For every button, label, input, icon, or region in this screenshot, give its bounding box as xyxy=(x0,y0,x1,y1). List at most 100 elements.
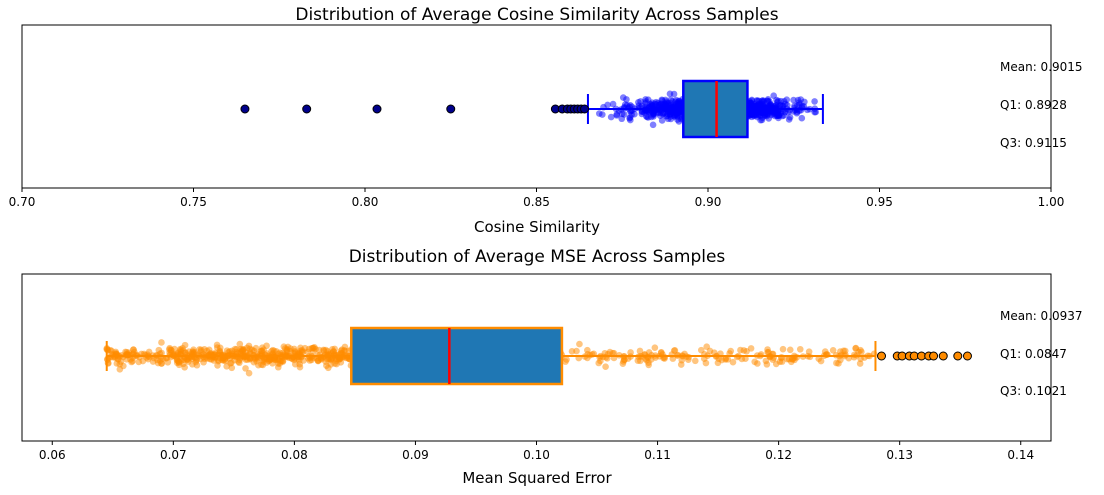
chart-2-strip-point xyxy=(610,349,618,357)
chart-2-outlier-point xyxy=(962,351,972,361)
chart-1-strip-point xyxy=(631,110,638,118)
chart-2-strip-point xyxy=(602,363,609,370)
chart-1-xtick-label: 0.75 xyxy=(180,195,207,209)
chart-2-strip-point xyxy=(274,363,282,371)
chart-1-xtick-label: 0.85 xyxy=(523,195,550,209)
chart-1-strip-point xyxy=(658,117,666,124)
chart-2-strip-point xyxy=(789,355,797,363)
chart-2-outlier-point xyxy=(929,351,939,361)
chart-1-outlier-point xyxy=(240,104,250,114)
chart-1-strip-point xyxy=(791,102,798,110)
chart-2-strip-point xyxy=(671,346,679,354)
chart-1-strip-point xyxy=(755,97,762,105)
chart-2-strip-point xyxy=(772,360,780,368)
chart-2-strip-point xyxy=(113,360,121,367)
chart-2-strip-point xyxy=(678,356,686,364)
chart-1-strip-point xyxy=(618,115,626,123)
chart-2-strip-point xyxy=(255,361,262,369)
chart-2-xtick-label: 0.06 xyxy=(39,448,66,462)
chart-2-strip-point xyxy=(177,348,184,356)
chart-1-strip-point xyxy=(627,116,634,124)
chart-2-stat-mean: Mean: 0.0937 xyxy=(1000,309,1083,323)
chart-2-strip-point xyxy=(208,356,215,363)
chart-2-strip-point xyxy=(729,358,737,366)
chart-1-strip-point xyxy=(607,113,615,121)
chart-2-strip-point xyxy=(236,340,244,348)
chart-1-strip-point xyxy=(613,111,620,118)
chart-2-strip-point xyxy=(175,358,183,365)
chart-1-title: Distribution of Average Cosine Similarit… xyxy=(295,5,778,25)
chart-1-stat-q1: Q1: 0.8928 xyxy=(1000,98,1067,112)
chart-2-strip-point xyxy=(584,346,591,354)
chart-2-strip-point xyxy=(144,355,152,363)
chart-2-stat-q1: Q1: 0.0847 xyxy=(1000,347,1067,361)
chart-2-strip-point xyxy=(850,351,858,359)
chart-2-strip-point xyxy=(158,339,165,346)
chart-1-strip-point xyxy=(764,97,772,105)
chart-1-outlier-point xyxy=(446,104,456,114)
chart-2-strip-point xyxy=(856,360,864,367)
chart-2-box xyxy=(350,326,564,386)
chart-2-strip-point xyxy=(563,356,570,363)
chart-2-strip-point xyxy=(595,359,603,367)
chart-2-strip-point xyxy=(698,346,705,354)
chart-2-strip-point xyxy=(601,349,609,357)
chart-2-strip-point xyxy=(779,345,787,353)
chart-1-xtick-label: 0.70 xyxy=(9,195,36,209)
chart-2-strip-point xyxy=(125,349,133,357)
chart-2-strip-point xyxy=(213,341,221,349)
chart-2-strip-point xyxy=(335,356,343,363)
chart-2-strip-point xyxy=(743,348,750,355)
chart-2-xtick-label: 0.12 xyxy=(765,448,792,462)
chart-2-strip-point xyxy=(228,364,236,372)
chart-2-xtick-label: 0.10 xyxy=(523,448,550,462)
chart-2-strip-point xyxy=(796,345,804,353)
chart-2-strip-point xyxy=(647,356,655,363)
chart-2-strip-point xyxy=(171,345,178,353)
chart-2-title: Distribution of Average MSE Across Sampl… xyxy=(349,247,726,267)
chart-1-strip-point xyxy=(664,102,672,109)
chart-2-strip-point xyxy=(228,347,236,355)
chart-1-strip-point xyxy=(598,111,606,118)
chart-1-xtick-label: 0.90 xyxy=(695,195,722,209)
chart-2-strip-point xyxy=(764,348,771,356)
chart-2-strip-point xyxy=(762,357,770,365)
chart-2-xtick-label: 0.09 xyxy=(402,448,429,462)
chart-2-strip-point xyxy=(829,346,837,354)
chart-1-xtick-label: 0.95 xyxy=(866,195,893,209)
chart-2-strip-point xyxy=(786,346,794,354)
chart-2-strip-point xyxy=(197,346,205,354)
chart-1-outlier-point xyxy=(302,104,312,114)
chart-2-strip-point xyxy=(154,359,162,367)
chart-1-outlier-point xyxy=(372,104,382,114)
chart-2-strip-point xyxy=(576,340,583,348)
chart-1-stat-mean: Mean: 0.9015 xyxy=(1000,60,1083,74)
chart-2-stat-q3: Q3: 0.1021 xyxy=(1000,384,1067,398)
chart-1-xlabel: Cosine Similarity xyxy=(474,218,600,236)
chart-2-strip-point xyxy=(268,347,275,355)
chart-2-xtick-label: 0.14 xyxy=(1007,448,1034,462)
chart-2-xlabel: Mean Squared Error xyxy=(462,469,612,487)
chart-1-strip-point xyxy=(649,121,657,129)
chart-2-strip-point xyxy=(287,347,294,355)
chart-2-strip-point xyxy=(636,347,644,355)
chart-2-xtick-label: 0.13 xyxy=(886,448,913,462)
chart-1-strip-point xyxy=(666,90,674,98)
chart-1-strip-point xyxy=(642,100,649,107)
chart-2-outlier-point xyxy=(938,351,948,361)
chart-2-strip-point xyxy=(702,359,710,367)
chart-2-strip-point xyxy=(216,349,223,357)
chart-1-strip-point xyxy=(790,96,797,104)
chart-2-strip-point xyxy=(236,359,243,367)
chart-1-axes-frame xyxy=(21,24,1052,189)
chart-1-strip-point xyxy=(775,114,782,122)
chart-2-strip-point xyxy=(296,360,304,368)
chart-2-outlier-point xyxy=(877,351,887,361)
chart-2-strip-point xyxy=(260,358,267,365)
chart-2-strip-point xyxy=(271,356,279,363)
chart-1-outlier-point xyxy=(580,104,590,114)
chart-2-strip-point xyxy=(737,346,744,354)
chart-1-strip-point xyxy=(795,99,803,106)
chart-2-strip-point xyxy=(715,355,723,363)
chart-2-strip-point xyxy=(703,343,711,350)
